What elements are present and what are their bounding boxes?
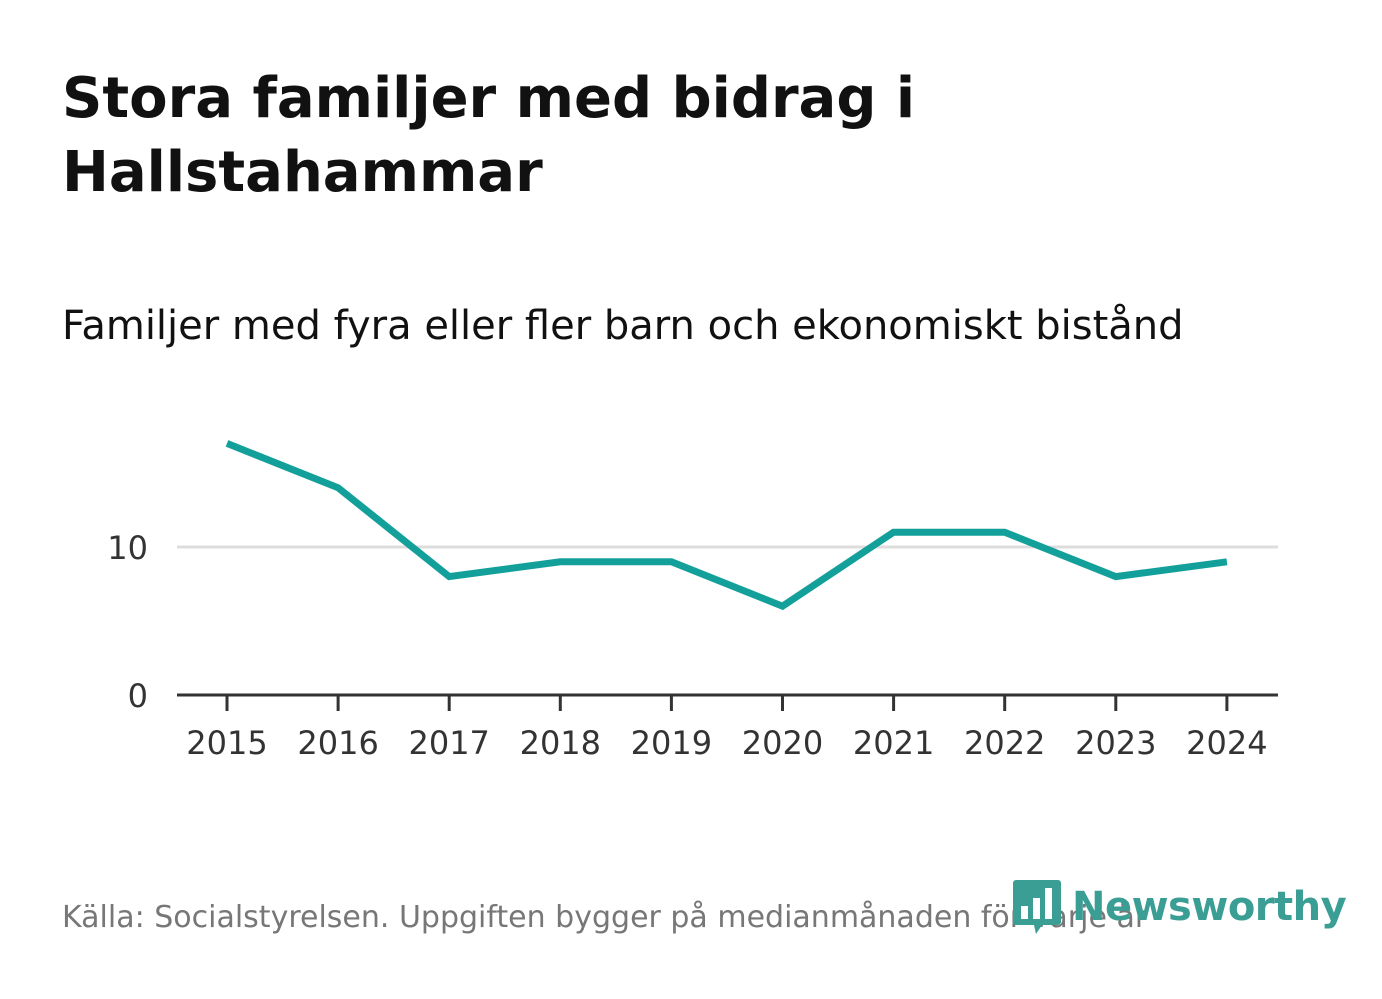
- x-tick-label: 2023: [1075, 724, 1156, 762]
- bar-chart-logo-icon: [1013, 880, 1061, 934]
- chart-title: Stora familjer med bidrag i Hallstahamma…: [62, 66, 916, 205]
- y-tick-label: 10: [107, 529, 148, 567]
- y-tick-labels: 0 10: [107, 529, 148, 715]
- x-tick-label: 2017: [408, 724, 489, 762]
- x-tick-label: 2021: [853, 724, 934, 762]
- brand-name: Newsworthy: [1072, 884, 1347, 930]
- source-note: Källa: Socialstyrelsen. Uppgiften bygger…: [62, 900, 1148, 935]
- x-tick-labels: 2015 2016 2017 2018 2019 2020 2021 2022 2023 2024: [186, 724, 1267, 762]
- x-tick-label: 2015: [186, 724, 267, 762]
- series-layer: [225, 440, 1228, 611]
- x-tick-label: 2024: [1186, 724, 1267, 762]
- x-tick-label: 2016: [297, 724, 378, 762]
- x-tick-label: 2020: [742, 724, 823, 762]
- y-tick-label: 0: [128, 677, 148, 715]
- axis-layer: [177, 693, 1278, 711]
- brand-logo: Newsworthy: [1012, 878, 1347, 936]
- chart-subtitle: Familjer med fyra eller fler barn och ek…: [62, 303, 1184, 349]
- series-line: [225, 440, 1228, 611]
- x-tick-label: 2019: [631, 724, 712, 762]
- x-tick-label: 2018: [520, 724, 601, 762]
- x-tick-label: 2022: [964, 724, 1045, 762]
